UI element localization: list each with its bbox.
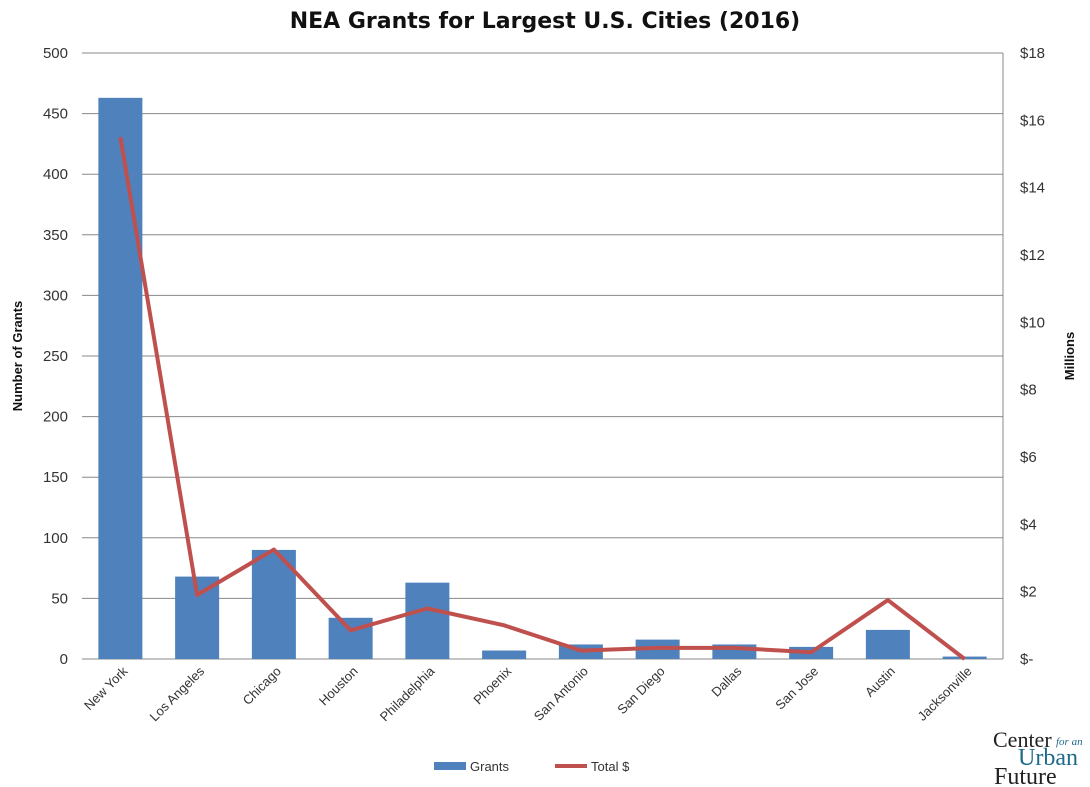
chart-title: NEA Grants for Largest U.S. Cities (2016… (290, 9, 801, 34)
x-tick-label: San Antonio (531, 664, 591, 724)
y-tick-label: 250 (43, 348, 68, 365)
x-tick-label: Austin (862, 664, 898, 700)
y2-tick-label: $12 (1020, 247, 1045, 264)
y2-tick-label: $6 (1020, 449, 1037, 466)
legend-label-total: Total $ (591, 759, 630, 774)
bar-chicago (251, 549, 296, 659)
x-tick-label: Dallas (708, 663, 745, 700)
logo-line1b: for an (1056, 736, 1083, 748)
x-tick-label: San Jose (772, 664, 821, 713)
logo-line3: Future (994, 764, 1057, 787)
y-tick-label: 500 (43, 45, 68, 62)
y2-tick-label: $10 (1020, 314, 1045, 331)
y-tick-label: 400 (43, 166, 68, 183)
x-tick-label: Los Angeles (147, 663, 208, 724)
legend: Grants Total $ (434, 759, 630, 774)
bar-philadelphia (405, 582, 450, 659)
x-tick-label: Jacksonville (915, 664, 975, 724)
bar-new-york (98, 97, 143, 660)
legend-swatch-grants (434, 762, 466, 770)
y-tick-label: 0 (60, 651, 68, 668)
x-tick-label: New York (81, 663, 131, 713)
y-tick-label: 100 (43, 530, 68, 547)
y2-tick-label: $16 (1020, 112, 1045, 129)
x-tick-label: Houston (316, 664, 361, 709)
center-for-urban-future-logo: Center for an Urban Future (993, 727, 1083, 787)
y2-axis-label: Millions (1062, 332, 1077, 380)
x-tick-label: Philadelphia (377, 663, 438, 724)
y2-tick-label: $2 (1020, 584, 1037, 601)
y-tick-label: 350 (43, 227, 68, 244)
y-tick-label: 450 (43, 106, 68, 123)
x-tick-label: Phoenix (470, 663, 514, 707)
y2-tick-label: $14 (1020, 180, 1045, 197)
total-dollars-line (118, 136, 966, 661)
x-tick-label: San Diego (614, 664, 668, 718)
x-tick-label: Chicago (240, 664, 284, 708)
bar-austin (865, 629, 910, 659)
y-axis-label: Number of Grants (10, 301, 25, 412)
y-tick-label: 300 (43, 287, 68, 304)
y2-tick-label: $- (1020, 651, 1033, 668)
y2-tick-label: $4 (1020, 516, 1037, 533)
bar-phoenix (482, 650, 527, 659)
logo-line2: Urban (1018, 745, 1078, 771)
legend-label-grants: Grants (470, 759, 510, 774)
y-tick-label: 50 (51, 590, 68, 607)
y2-tick-label: $8 (1020, 382, 1037, 399)
y-tick-label: 150 (43, 469, 68, 486)
y2-tick-label: $18 (1020, 45, 1045, 62)
y-tick-label: 200 (43, 409, 68, 426)
logo-line1: Center (993, 727, 1052, 752)
